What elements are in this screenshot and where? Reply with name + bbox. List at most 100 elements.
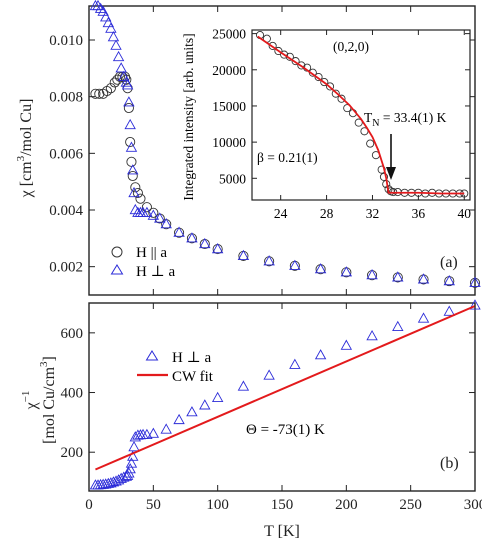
data-point-triangle: [237, 380, 250, 391]
data-point-triangle: [417, 273, 430, 284]
data-point-circle: [141, 202, 152, 213]
data-point-triangle: [314, 263, 327, 274]
data-point-triangle: [263, 255, 275, 266]
data-point-circle: [320, 78, 329, 87]
y-tick-label: 15000: [212, 99, 246, 114]
x-tick-label: 200: [335, 497, 358, 513]
panel-b: 0 50 100 150 200 250 300 200 400 600 H ⊥ a CW fit…: [20, 299, 482, 513]
x-tick-label: 28: [320, 206, 334, 221]
ylabel-a-sup: 3: [15, 155, 27, 161]
data-point-triangle: [147, 209, 160, 220]
data-point-triangle: [141, 428, 153, 439]
legend-b-perp: H ⊥ a: [172, 350, 211, 366]
x-axis-label: T [K]: [264, 523, 300, 540]
data-point-triangle: [97, 5, 109, 16]
x-tick-label: 150: [271, 497, 294, 513]
legend-a-perp: H ⊥ a: [136, 264, 175, 280]
data-point-triangle: [366, 269, 378, 280]
data-point-triangle: [443, 305, 455, 316]
data-point-triangle: [124, 118, 136, 130]
data-point-circle: [135, 193, 146, 204]
inset-tn-pre: T: [364, 110, 373, 125]
x-tick-label: 50: [146, 497, 161, 513]
data-point-circle: [280, 50, 289, 59]
data-point-circle: [132, 187, 143, 199]
data-point-triangle: [118, 70, 130, 81]
legend-b-fit: CW fit: [172, 369, 214, 385]
inset-tn-label: TN = 33.4(1) K: [364, 110, 447, 129]
data-point-triangle: [92, 0, 104, 11]
data-point-triangle: [469, 276, 481, 287]
data-point-triangle: [340, 339, 353, 350]
y-tick-label: 200: [61, 445, 84, 461]
data-point-triangle: [173, 413, 185, 425]
panel-a-marks: [89, 0, 481, 288]
data-point-triangle: [173, 226, 185, 237]
data-point-circle: [125, 136, 136, 148]
data-point-triangle: [102, 477, 115, 488]
data-point-triangle: [105, 477, 117, 488]
data-point-triangle: [392, 271, 404, 282]
data-point-triangle: [107, 31, 120, 42]
data-point-circle: [130, 182, 141, 193]
data-point-triangle: [129, 203, 142, 215]
data-point-triangle: [112, 474, 125, 485]
inset-marks: [255, 31, 469, 198]
data-point-circle: [274, 46, 283, 56]
panel-a: 0.002 0.004 0.006 0.008 0.010 H || a H ⊥ a (…: [15, 0, 481, 296]
data-point-circle: [126, 156, 137, 167]
data-point-triangle: [160, 218, 172, 229]
x-tick-label: 250: [399, 497, 422, 513]
data-point-triangle: [340, 266, 353, 277]
data-point-triangle: [105, 22, 117, 33]
data-point-triangle: [141, 206, 153, 217]
x-tick-label: 36: [412, 206, 426, 221]
y-tick-label: 5000: [219, 171, 246, 186]
cw-fit-line: [95, 305, 476, 471]
ylabel-a-post: /mol Cu]: [18, 99, 35, 156]
data-point-triangle: [94, 2, 107, 13]
data-point-circle: [123, 102, 134, 114]
data-point-triangle: [128, 186, 140, 198]
data-point-triangle: [115, 62, 127, 73]
data-point-circle: [377, 165, 386, 174]
data-point-circle: [297, 61, 306, 70]
inset-ticks: 24 28 32 36 40 5000 10000 15000 20000 25000: [212, 27, 471, 221]
data-point-triangle: [237, 249, 250, 260]
inset-fit-line: [257, 35, 465, 195]
data-point-triangle: [127, 164, 139, 175]
panel-b-ticks: 0 50 100 150 200 250 300 200 400 600: [61, 303, 482, 513]
theta-annotation: Θ = -73(1) K: [246, 422, 325, 438]
data-point-triangle: [124, 463, 136, 474]
data-point-circle: [109, 77, 120, 88]
data-point-triangle: [263, 369, 275, 380]
data-point-triangle: [392, 320, 404, 331]
x-tick-label: 40: [458, 206, 472, 221]
y-tick-label: 0.010: [49, 33, 83, 49]
tn-arrow-head: [386, 167, 396, 180]
data-point-circle: [127, 170, 138, 182]
data-point-triangle: [100, 11, 112, 22]
panel-b-ylabel: χ−1: [20, 391, 40, 411]
panel-b-marks: [89, 299, 481, 490]
panel-a-label: (a): [440, 254, 458, 271]
y-tick-label: 0.004: [49, 203, 83, 219]
data-point-circle: [325, 82, 335, 91]
data-point-triangle: [211, 242, 224, 254]
panel-a-ticks: 0.002 0.004 0.006 0.008 0.010: [49, 6, 476, 295]
y-tick-label: 25000: [212, 27, 246, 42]
inset-peak-label: (0,2,0): [333, 39, 369, 54]
data-point-triangle: [112, 50, 125, 62]
y-tick-label: 600: [61, 326, 84, 342]
data-point-triangle: [211, 391, 224, 402]
data-point-triangle: [128, 441, 140, 452]
legend-triangle-marker: [110, 264, 124, 275]
data-point-circle: [268, 41, 277, 50]
data-point-triangle: [366, 330, 378, 341]
data-point-circle: [314, 72, 323, 82]
data-point-triangle: [186, 232, 198, 243]
data-point-triangle: [186, 406, 198, 417]
data-point-circle: [331, 89, 340, 98]
data-point-circle: [148, 207, 159, 218]
